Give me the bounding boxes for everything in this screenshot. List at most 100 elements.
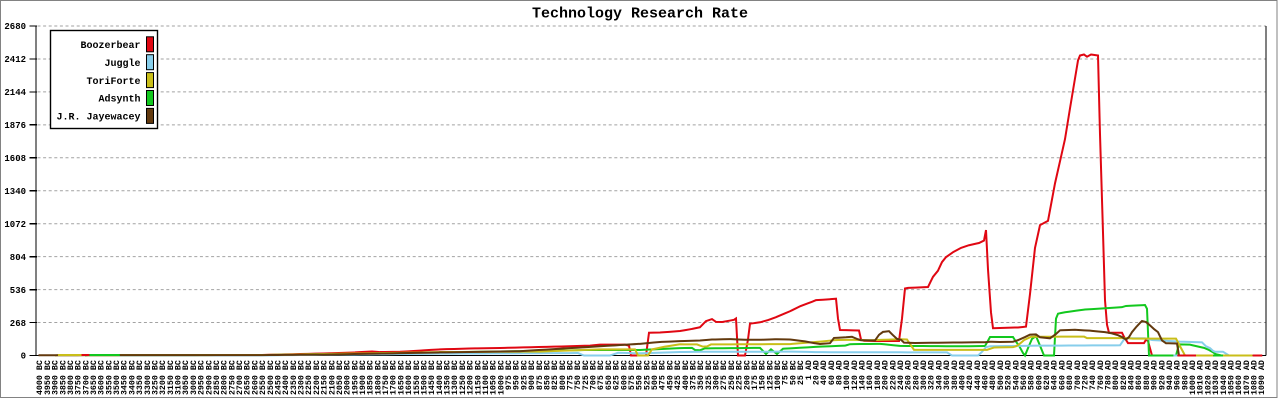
svg-text:900 AD: 900 AD xyxy=(1151,360,1160,390)
svg-text:1000 BC: 1000 BC xyxy=(497,360,506,395)
svg-text:520 AD: 520 AD xyxy=(1005,360,1014,390)
svg-text:300 AD: 300 AD xyxy=(920,360,929,390)
svg-text:680 AD: 680 AD xyxy=(1066,360,1075,390)
svg-text:800 BC: 800 BC xyxy=(559,360,568,390)
svg-text:3750 BC: 3750 BC xyxy=(75,360,84,395)
svg-text:200 AD: 200 AD xyxy=(882,360,891,390)
svg-text:460 AD: 460 AD xyxy=(982,360,991,390)
svg-text:3200 BC: 3200 BC xyxy=(159,360,168,395)
svg-text:500 AD: 500 AD xyxy=(997,360,1006,390)
svg-text:2150 BC: 2150 BC xyxy=(321,360,330,395)
svg-text:1072: 1072 xyxy=(4,220,26,230)
svg-text:140 AD: 140 AD xyxy=(859,360,868,390)
svg-text:725 BC: 725 BC xyxy=(582,360,591,390)
svg-text:160 AD: 160 AD xyxy=(866,360,875,390)
svg-text:820 AD: 820 AD xyxy=(1120,360,1129,390)
svg-text:2550 BC: 2550 BC xyxy=(259,360,268,395)
svg-text:1020 AD: 1020 AD xyxy=(1204,360,1213,395)
svg-text:1700 BC: 1700 BC xyxy=(390,360,399,395)
svg-text:180 AD: 180 AD xyxy=(874,360,883,390)
svg-text:780 AD: 780 AD xyxy=(1104,360,1113,390)
svg-text:650 BC: 650 BC xyxy=(605,360,614,390)
svg-text:2900 BC: 2900 BC xyxy=(205,360,214,395)
svg-text:2750 BC: 2750 BC xyxy=(228,360,237,395)
svg-text:2850 BC: 2850 BC xyxy=(213,360,222,395)
svg-text:2700 BC: 2700 BC xyxy=(236,360,245,395)
svg-text:2650 BC: 2650 BC xyxy=(244,360,253,395)
svg-text:275 BC: 275 BC xyxy=(720,360,729,390)
svg-text:2450 BC: 2450 BC xyxy=(274,360,283,395)
svg-text:25 BC: 25 BC xyxy=(797,360,806,385)
svg-text:580 AD: 580 AD xyxy=(1028,360,1037,390)
svg-text:2250 BC: 2250 BC xyxy=(305,360,314,395)
svg-text:2100 BC: 2100 BC xyxy=(328,360,337,395)
svg-text:750 BC: 750 BC xyxy=(574,360,583,390)
svg-text:575 BC: 575 BC xyxy=(628,360,637,390)
svg-text:3500 BC: 3500 BC xyxy=(113,360,122,395)
svg-text:720 AD: 720 AD xyxy=(1081,360,1090,390)
svg-text:250 BC: 250 BC xyxy=(728,360,737,390)
svg-text:2412: 2412 xyxy=(4,55,26,65)
svg-text:450 BC: 450 BC xyxy=(666,360,675,390)
svg-text:480 AD: 480 AD xyxy=(989,360,998,390)
svg-text:Technology Research Rate: Technology Research Rate xyxy=(532,6,748,23)
svg-text:775 BC: 775 BC xyxy=(567,360,576,390)
svg-text:980 AD: 980 AD xyxy=(1181,360,1190,390)
svg-text:880 AD: 880 AD xyxy=(1143,360,1152,390)
svg-text:3800 BC: 3800 BC xyxy=(67,360,76,395)
svg-text:2500 BC: 2500 BC xyxy=(267,360,276,395)
svg-text:1000 AD: 1000 AD xyxy=(1189,360,1198,395)
svg-text:1250 BC: 1250 BC xyxy=(459,360,468,395)
svg-text:2200 BC: 2200 BC xyxy=(313,360,322,395)
svg-text:325 BC: 325 BC xyxy=(705,360,714,390)
svg-text:3850 BC: 3850 BC xyxy=(59,360,68,395)
svg-text:1950 BC: 1950 BC xyxy=(351,360,360,395)
svg-text:950 BC: 950 BC xyxy=(513,360,522,390)
svg-text:320 AD: 320 AD xyxy=(928,360,937,390)
svg-text:960 AD: 960 AD xyxy=(1174,360,1183,390)
svg-text:1050 BC: 1050 BC xyxy=(490,360,499,395)
svg-text:840 AD: 840 AD xyxy=(1128,360,1137,390)
svg-text:150 BC: 150 BC xyxy=(759,360,768,390)
svg-text:850 BC: 850 BC xyxy=(543,360,552,390)
svg-text:3600 BC: 3600 BC xyxy=(98,360,107,395)
svg-text:1608: 1608 xyxy=(4,154,26,164)
svg-text:600 BC: 600 BC xyxy=(620,360,629,390)
svg-text:1050 AD: 1050 AD xyxy=(1227,360,1236,395)
svg-text:175 BC: 175 BC xyxy=(751,360,760,390)
svg-text:620 AD: 620 AD xyxy=(1043,360,1052,390)
svg-text:860 AD: 860 AD xyxy=(1135,360,1144,390)
svg-text:1090 AD: 1090 AD xyxy=(1258,360,1267,395)
svg-text:1080 AD: 1080 AD xyxy=(1251,360,1260,395)
svg-text:875 BC: 875 BC xyxy=(536,360,545,390)
svg-text:1200 BC: 1200 BC xyxy=(467,360,476,395)
svg-text:3950 BC: 3950 BC xyxy=(44,360,53,395)
svg-text:260 AD: 260 AD xyxy=(905,360,914,390)
svg-text:400 BC: 400 BC xyxy=(682,360,691,390)
svg-text:3150 BC: 3150 BC xyxy=(167,360,176,395)
svg-text:2000 BC: 2000 BC xyxy=(344,360,353,395)
svg-text:220 AD: 220 AD xyxy=(889,360,898,390)
svg-text:340 AD: 340 AD xyxy=(935,360,944,390)
svg-text:640 AD: 640 AD xyxy=(1051,360,1060,390)
svg-text:100 BC: 100 BC xyxy=(774,360,783,390)
svg-text:500 BC: 500 BC xyxy=(651,360,660,390)
svg-text:2300 BC: 2300 BC xyxy=(298,360,307,395)
svg-text:700 BC: 700 BC xyxy=(590,360,599,390)
svg-text:675 BC: 675 BC xyxy=(597,360,606,390)
svg-text:2144: 2144 xyxy=(4,88,26,98)
svg-text:1876: 1876 xyxy=(4,121,26,131)
svg-text:240 AD: 240 AD xyxy=(897,360,906,390)
svg-text:2600 BC: 2600 BC xyxy=(251,360,260,395)
svg-text:3550 BC: 3550 BC xyxy=(105,360,114,395)
svg-text:3400 BC: 3400 BC xyxy=(128,360,137,395)
svg-text:2800 BC: 2800 BC xyxy=(221,360,230,395)
svg-text:920 AD: 920 AD xyxy=(1158,360,1167,390)
svg-text:660 AD: 660 AD xyxy=(1058,360,1067,390)
svg-text:760 AD: 760 AD xyxy=(1097,360,1106,390)
svg-text:1850 BC: 1850 BC xyxy=(367,360,376,395)
svg-text:3250 BC: 3250 BC xyxy=(151,360,160,395)
svg-text:3000 BC: 3000 BC xyxy=(190,360,199,395)
svg-text:975 BC: 975 BC xyxy=(505,360,514,390)
svg-text:1450 BC: 1450 BC xyxy=(428,360,437,395)
